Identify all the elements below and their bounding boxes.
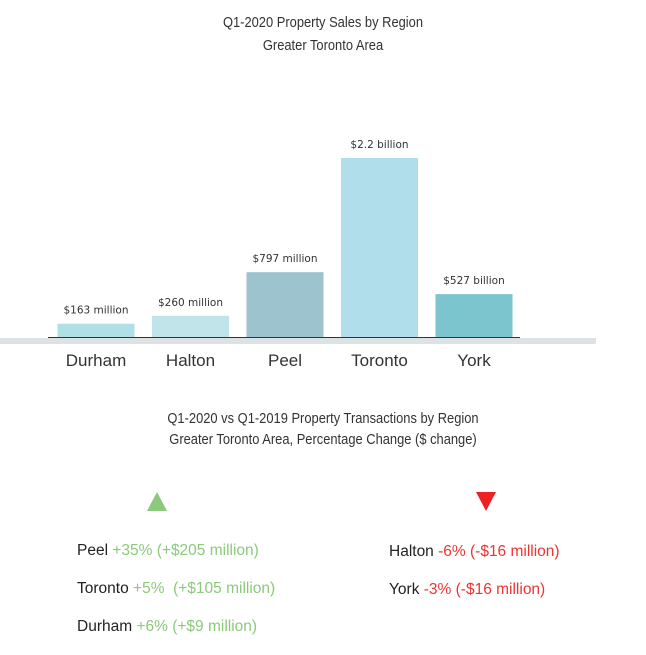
region-label: Toronto	[77, 580, 129, 597]
bar-chart: $163 million Durham $260 million Halton $797…	[0, 139, 596, 370]
bar-peel	[246, 272, 324, 337]
change-value: +5% (+$105 million)	[133, 580, 276, 597]
region-label: Durham	[77, 618, 133, 635]
data-label-durham: $163 million	[63, 305, 128, 317]
data-label-peel: $797 million	[252, 253, 317, 265]
green-up-triangle-icon	[147, 492, 167, 511]
data-label-toronto: $2.2 billion	[350, 139, 408, 151]
region-label: Halton	[389, 543, 434, 560]
region-label: Peel	[77, 542, 109, 559]
increase-item-durham: Durham +6% (+$9 million)	[77, 618, 257, 636]
decrease-item-halton: Halton -6% (-$16 million)	[389, 543, 560, 561]
category-label-durham: Durham	[66, 351, 126, 370]
bar-durham	[57, 323, 135, 337]
increase-item-peel: Peel +35% (+$205 million)	[77, 542, 259, 560]
data-label-york: $527 billion	[443, 275, 504, 287]
category-label-halton: Halton	[166, 351, 215, 370]
bar-halton	[152, 315, 229, 337]
red-down-triangle-icon	[476, 492, 496, 511]
category-label-york: York	[457, 351, 491, 370]
data-label-halton: $260 million	[158, 297, 223, 309]
increase-item-toronto: Toronto +5% (+$105 million)	[77, 580, 275, 598]
region-label: York	[389, 581, 420, 598]
decrease-item-york: York -3% (-$16 million)	[389, 581, 545, 599]
transactions-subtitle: Greater Toronto Area, Percentage Change …	[169, 431, 477, 448]
bar-toronto	[341, 158, 418, 337]
chart-title: Q1-2020 Property Sales by Region	[222, 14, 424, 31]
axis-band	[0, 338, 596, 344]
change-value: +6% (+$9 million)	[136, 618, 258, 635]
category-label-peel: Peel	[268, 351, 302, 370]
change-value: +35% (+$205 million)	[112, 542, 259, 559]
change-value: -3% (-$16 million)	[423, 581, 546, 598]
bar-york	[435, 294, 513, 337]
change-value: -6% (-$16 million)	[438, 543, 560, 560]
transactions-title: Q1-2020 vs Q1-2019 Property Transactions…	[167, 410, 479, 427]
chart-subtitle: Greater Toronto Area	[262, 37, 384, 54]
category-label-toronto: Toronto	[351, 351, 408, 370]
